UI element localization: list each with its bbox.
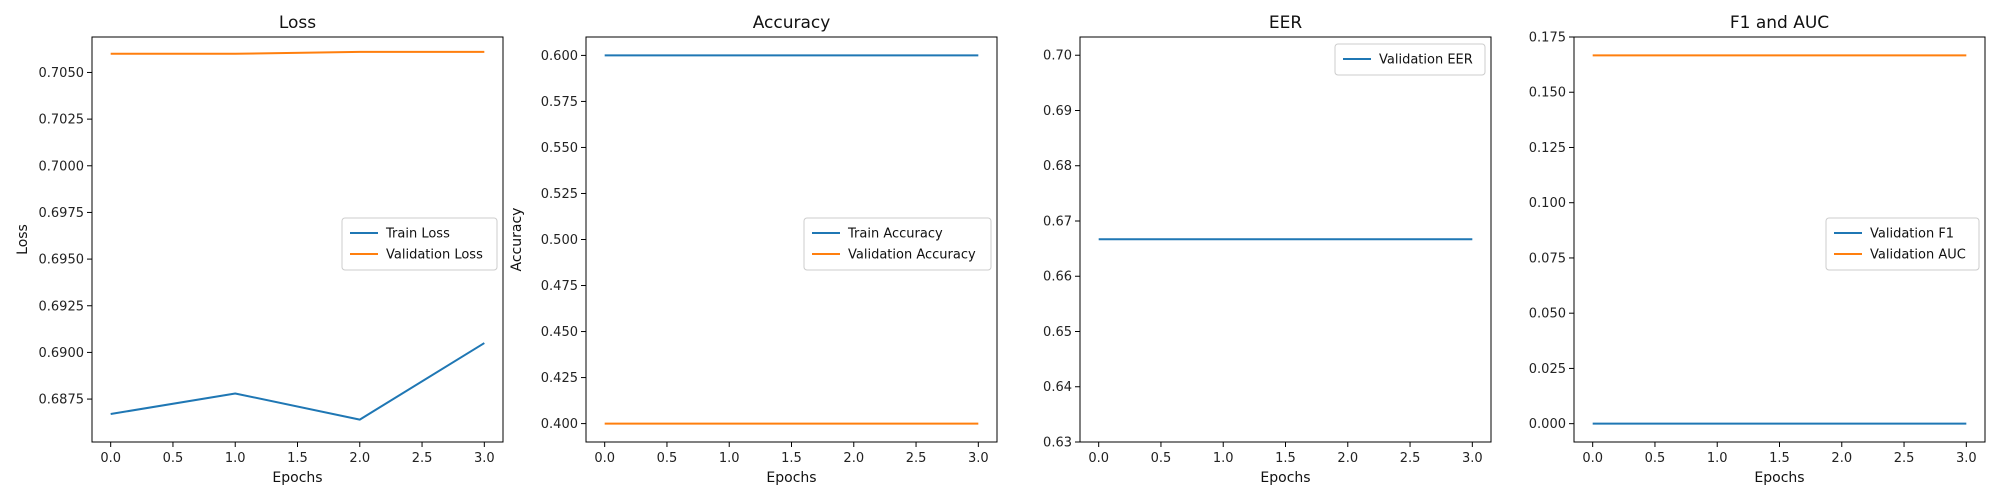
chart-title: Accuracy	[753, 13, 831, 33]
legend: Train Loss Validation Loss	[341, 217, 498, 271]
x-axis-label: Epochs	[1754, 470, 1804, 486]
y-tick-label: 0.67	[1043, 214, 1072, 229]
y-tick-label: 0.65	[1043, 325, 1072, 340]
y-tick-label: 0.150	[1529, 86, 1566, 101]
y-tick-label: 0.475	[541, 279, 578, 294]
x-tick-label: 1.0	[225, 451, 246, 466]
plot-frame	[585, 36, 998, 443]
y-tick-label: 0.500	[541, 233, 578, 248]
y-tick-label: 0.575	[541, 95, 578, 110]
x-axis-label: Epochs	[1260, 470, 1310, 486]
y-tick-label: 0.6900	[39, 346, 85, 361]
y-tick-label: 0.400	[541, 417, 578, 432]
legend-box	[1334, 43, 1486, 76]
x-tick-label: 1.0	[1213, 451, 1234, 466]
y-tick-label: 0.600	[541, 49, 578, 64]
x-tick-label: 0.0	[594, 451, 615, 466]
legend-entry: Validation AUC	[1870, 248, 1966, 263]
legend-entry: Validation F1	[1870, 227, 1954, 242]
series-line-validation-loss	[110, 50, 485, 55]
x-tick-label: 3.0	[1956, 451, 1977, 466]
series-line-train-loss	[110, 342, 485, 421]
x-tick-label: 0.0	[1088, 451, 1109, 466]
x-tick-label: 2.5	[412, 451, 433, 466]
x-tick-label: 2.5	[1400, 451, 1421, 466]
legend-box	[341, 217, 498, 271]
x-tick-label: 1.5	[781, 451, 802, 466]
x-tick-label: 1.5	[287, 451, 308, 466]
x-tick-label: 0.5	[1151, 451, 1172, 466]
x-tick-label: 0.5	[163, 451, 184, 466]
x-tick-label: 3.0	[474, 451, 495, 466]
y-tick-label: 0.175	[1529, 31, 1566, 46]
x-tick-label: 2.0	[1831, 451, 1852, 466]
chart-title: EER	[1269, 13, 1302, 33]
y-tick-label: 0.100	[1529, 196, 1566, 211]
x-tick-label: 3.0	[968, 451, 989, 466]
plot-frame	[91, 36, 504, 443]
plot-frame	[1079, 36, 1492, 443]
y-tick-label: 0.425	[541, 371, 578, 386]
y-tick-label: 0.7025	[39, 113, 85, 128]
y-tick-label: 0.525	[541, 187, 578, 202]
legend-entry: Validation Accuracy	[848, 248, 976, 263]
x-tick-label: 3.0	[1462, 451, 1483, 466]
y-tick-label: 0.7000	[39, 159, 85, 174]
y-tick-label: 0.66	[1043, 270, 1072, 285]
y-tick-label: 0.6925	[39, 299, 85, 314]
y-tick-label: 0.125	[1529, 141, 1566, 156]
y-tick-label: 0.075	[1529, 251, 1566, 266]
x-tick-label: 0.0	[1582, 451, 1603, 466]
y-tick-label: 0.6950	[39, 253, 85, 268]
y-tick-label: 0.69	[1043, 104, 1072, 119]
y-axis-label: Accuracy	[509, 208, 525, 272]
x-tick-label: 0.5	[657, 451, 678, 466]
legend-box	[803, 217, 992, 271]
legend-entry: Validation EER	[1379, 53, 1473, 68]
x-tick-label: 2.5	[1894, 451, 1915, 466]
chart-panel-3: F1 and AUC 0.0 0.5 1.0 1.5 2.0 2.5 3.0 0.000 0.02…	[1529, 13, 1986, 486]
y-axis-label: Loss	[15, 224, 31, 255]
y-tick-label: 0.050	[1529, 307, 1566, 322]
legend-entry: Train Accuracy	[847, 227, 943, 242]
y-tick-label: 0.70	[1043, 49, 1072, 64]
y-tick-label: 0.68	[1043, 159, 1072, 174]
chart-panel-1: Accuracy 0.0 0.5 1.0 1.5 2.0 2.5 3.0 0.400 0.425 0…	[509, 13, 998, 486]
x-axis-label: Epochs	[766, 470, 816, 486]
x-tick-label: 1.5	[1275, 451, 1296, 466]
x-tick-label: 2.0	[349, 451, 370, 466]
x-tick-label: 1.0	[1707, 451, 1728, 466]
x-tick-label: 2.0	[1337, 451, 1358, 466]
y-tick-label: 0.450	[541, 325, 578, 340]
legend-box	[1825, 217, 1980, 271]
chart-panel-2: EER 0.0 0.5 1.0 1.5 2.0 2.5 3.0 0.63 0.64 0.65 0.66…	[1043, 13, 1492, 486]
x-tick-label: 0.0	[100, 451, 121, 466]
chart-title: Loss	[279, 13, 316, 33]
legend-entry: Validation Loss	[386, 248, 483, 263]
y-tick-label: 0.6975	[39, 206, 85, 221]
y-tick-label: 0.025	[1529, 362, 1566, 377]
x-axis-label: Epochs	[272, 470, 322, 486]
plot-frame	[1573, 36, 1986, 443]
y-tick-label: 0.6875	[39, 393, 85, 408]
legend-entry: Train Loss	[385, 227, 450, 242]
chart-title: F1 and AUC	[1730, 13, 1829, 33]
y-tick-label: 0.550	[541, 141, 578, 156]
y-tick-label: 0.64	[1043, 380, 1072, 395]
x-tick-label: 2.5	[906, 451, 927, 466]
x-tick-label: 1.0	[719, 451, 740, 466]
y-tick-label: 0.000	[1529, 417, 1566, 432]
legend: Validation EER	[1334, 43, 1486, 76]
chart-panel-0: Loss 0.0 0.5 1.0 1.5 2.0 2.5 3.0 0.6875 0.6900 0.6…	[15, 13, 504, 486]
legend: Validation F1 Validation AUC	[1825, 217, 1980, 271]
x-tick-label: 1.5	[1769, 451, 1790, 466]
x-tick-label: 2.0	[843, 451, 864, 466]
y-tick-label: 0.7050	[39, 66, 85, 81]
x-tick-label: 0.5	[1645, 451, 1666, 466]
legend: Train Accuracy Validation Accuracy	[803, 217, 992, 271]
y-tick-label: 0.63	[1043, 436, 1072, 451]
